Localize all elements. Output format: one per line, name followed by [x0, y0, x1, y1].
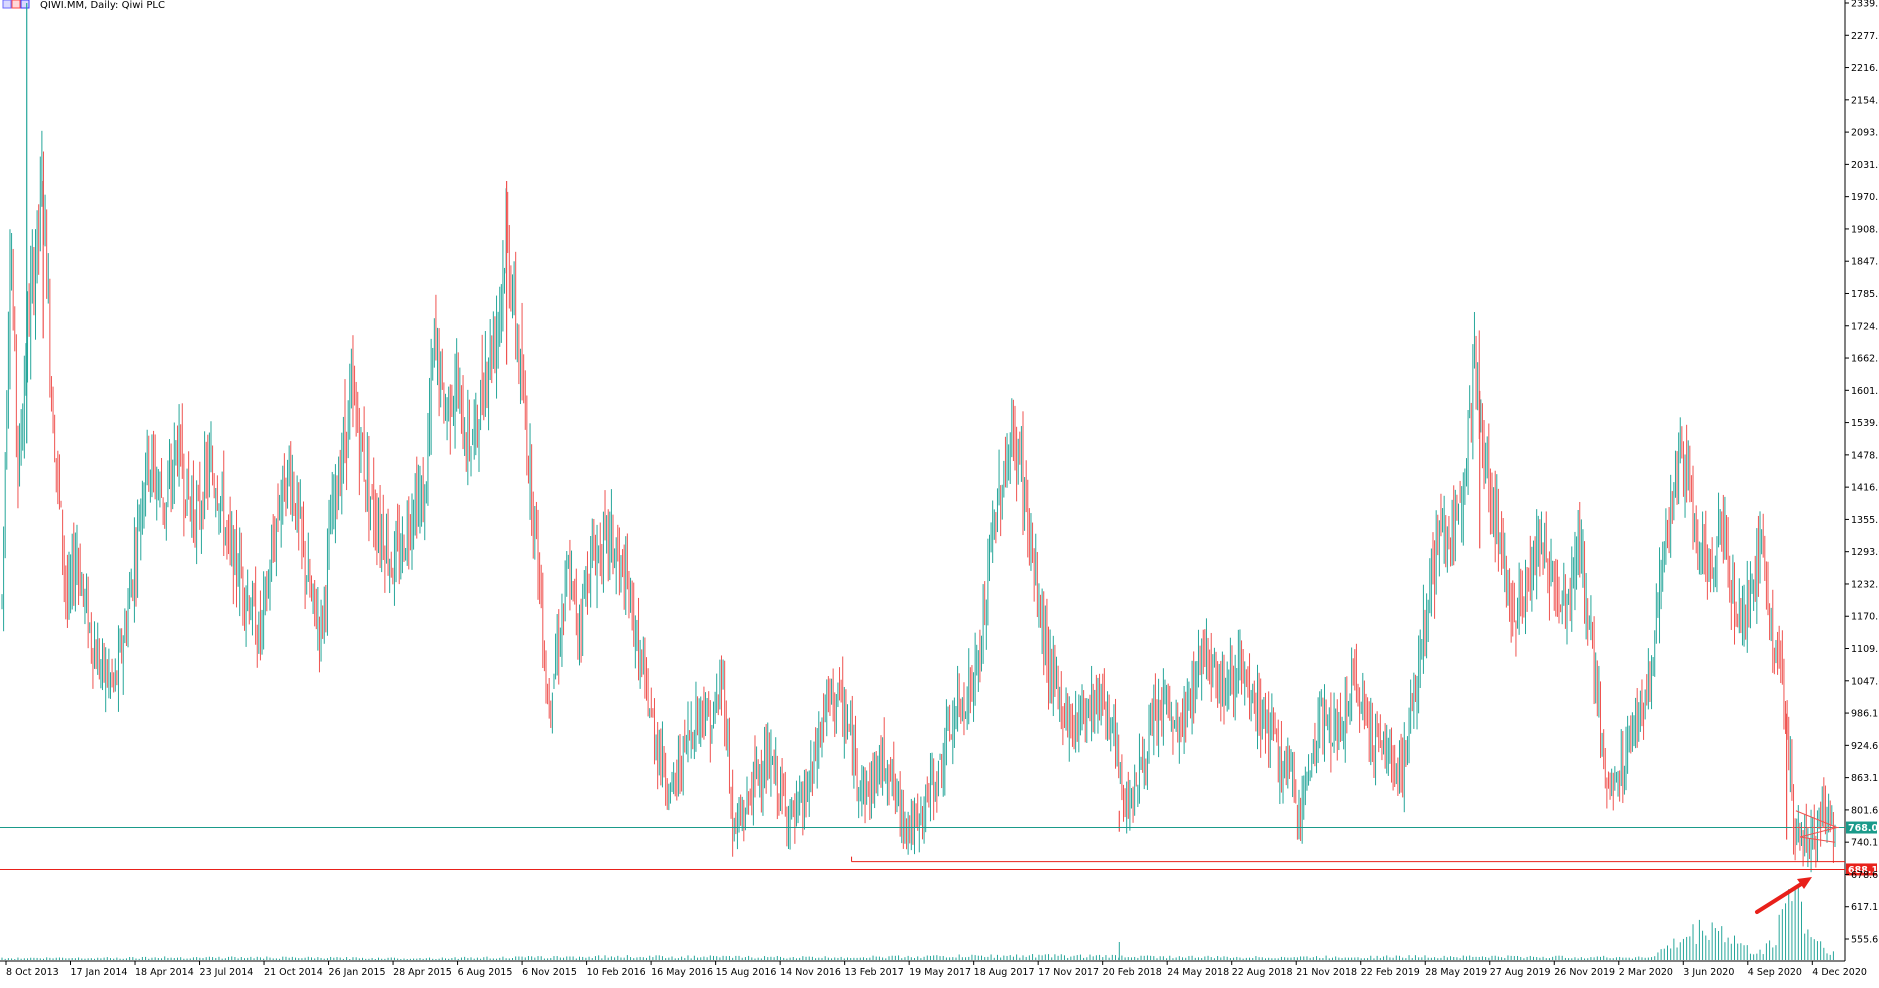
price-tick-label: 863.1	[1851, 773, 1878, 784]
price-tick-label: 1355.1	[1851, 515, 1879, 526]
time-tick-label: 2 Mar 2020	[1619, 967, 1673, 978]
level-label-box	[1846, 863, 1877, 876]
price-tick-label: 1416.6	[1851, 483, 1879, 494]
time-tick-label: 18 Apr 2014	[135, 967, 194, 978]
price-tick-label: 740.1	[1851, 838, 1878, 849]
time-tick-label: 4 Dec 2020	[1812, 967, 1867, 978]
time-tick-label: 14 Nov 2016	[780, 967, 841, 978]
price-tick-label: 1109.1	[1851, 644, 1879, 655]
price-tick-label: 2031.6	[1851, 160, 1879, 171]
price-axis-ticks: 2339.1 2277.6 2216.1 2154.6 2093.1 2031.6 1970…	[1845, 0, 1879, 946]
level-label: 688.1	[1848, 865, 1878, 876]
price-tick-label: 678.6	[1851, 870, 1878, 881]
candle-series	[1, 3, 1836, 873]
time-tick-label: 17 Nov 2017	[1038, 967, 1099, 978]
time-tick-label: 16 May 2016	[651, 967, 713, 978]
time-tick-label: 24 May 2018	[1167, 967, 1229, 978]
wedge-drawing	[1795, 810, 1839, 843]
time-tick-label: 6 Nov 2015	[522, 967, 577, 978]
price-tick-label: 1601.1	[1851, 386, 1879, 397]
price-tick-label: 986.1	[1851, 709, 1878, 720]
time-tick-label: 28 May 2019	[1425, 967, 1487, 978]
plot-area[interactable]	[0, 0, 1845, 961]
level-label: 768.0	[1848, 823, 1878, 834]
price-tick-label: 1785.6	[1851, 289, 1879, 300]
price-tick-label: 2277.6	[1851, 31, 1879, 42]
price-tick-label: 1724.1	[1851, 321, 1879, 332]
arrow-head-icon	[1797, 877, 1812, 889]
annotations	[1755, 810, 1839, 914]
price-tick-label: 1232.1	[1851, 579, 1879, 590]
price-tick-label: 2093.1	[1851, 128, 1879, 139]
time-tick-label: 19 May 2017	[909, 967, 971, 978]
time-tick-label: 8 Oct 2013	[6, 967, 59, 978]
time-tick-label: 26 Nov 2019	[1554, 967, 1615, 978]
price-tick-label: 555.6	[1851, 935, 1878, 946]
price-tick-label: 2216.1	[1851, 63, 1879, 74]
time-tick-label: 15 Aug 2016	[716, 967, 777, 978]
price-tick-label: 1662.6	[1851, 354, 1879, 365]
price-tick-label: 2339.1	[1851, 0, 1879, 10]
time-tick-label: 21 Oct 2014	[264, 967, 323, 978]
time-tick-label: 22 Feb 2019	[1361, 967, 1420, 978]
price-tick-label: 617.1	[1851, 902, 1878, 913]
level-label-box	[1846, 821, 1877, 834]
price-tick-label: 1970.1	[1851, 192, 1879, 203]
chart-mode-icon[interactable]	[2, 0, 30, 9]
price-tick-label: 1539.6	[1851, 418, 1879, 429]
price-tick-label: 2154.6	[1851, 95, 1879, 106]
time-tick-label: 21 Nov 2018	[1296, 967, 1357, 978]
price-tick-label: 924.6	[1851, 741, 1878, 752]
time-tick-label: 28 Apr 2015	[393, 967, 452, 978]
time-tick-label: 4 Sep 2020	[1748, 967, 1802, 978]
time-tick-label: 26 Jan 2015	[329, 967, 386, 978]
time-tick-label: 20 Feb 2018	[1103, 967, 1162, 978]
symbol-title: QIWI.MM, Daily: Qiwi PLC	[40, 0, 165, 11]
price-tick-label: 1047.6	[1851, 676, 1879, 687]
time-tick-label: 18 Aug 2017	[974, 967, 1035, 978]
price-tick-label: 1478.1	[1851, 450, 1879, 461]
time-tick-label: 23 Jul 2014	[200, 967, 254, 978]
time-tick-label: 27 Aug 2019	[1490, 967, 1551, 978]
time-tick-label: 3 Jun 2020	[1683, 967, 1734, 978]
time-tick-label: 10 Feb 2016	[587, 967, 646, 978]
price-tick-label: 1908.6	[1851, 224, 1879, 235]
price-tick-label: 1293.6	[1851, 547, 1879, 558]
price-tick-label: 1170.6	[1851, 612, 1879, 623]
time-tick-label: 17 Jan 2014	[71, 967, 128, 978]
time-axis-ticks: 8 Oct 2013 17 Jan 2014 18 Apr 2014 23 Jul 2…	[5, 961, 1867, 978]
price-tick-label: 801.6	[1851, 805, 1878, 816]
horizontal-lines: 768.0 688.1	[0, 821, 1878, 876]
volume-series	[1, 886, 1834, 960]
price-tick-label: 1847.1	[1851, 257, 1879, 268]
arrow-icon	[1755, 879, 1808, 914]
time-tick-label: 13 Feb 2017	[845, 967, 904, 978]
time-tick-label: 22 Aug 2018	[1232, 967, 1293, 978]
time-tick-label: 6 Aug 2015	[458, 967, 513, 978]
